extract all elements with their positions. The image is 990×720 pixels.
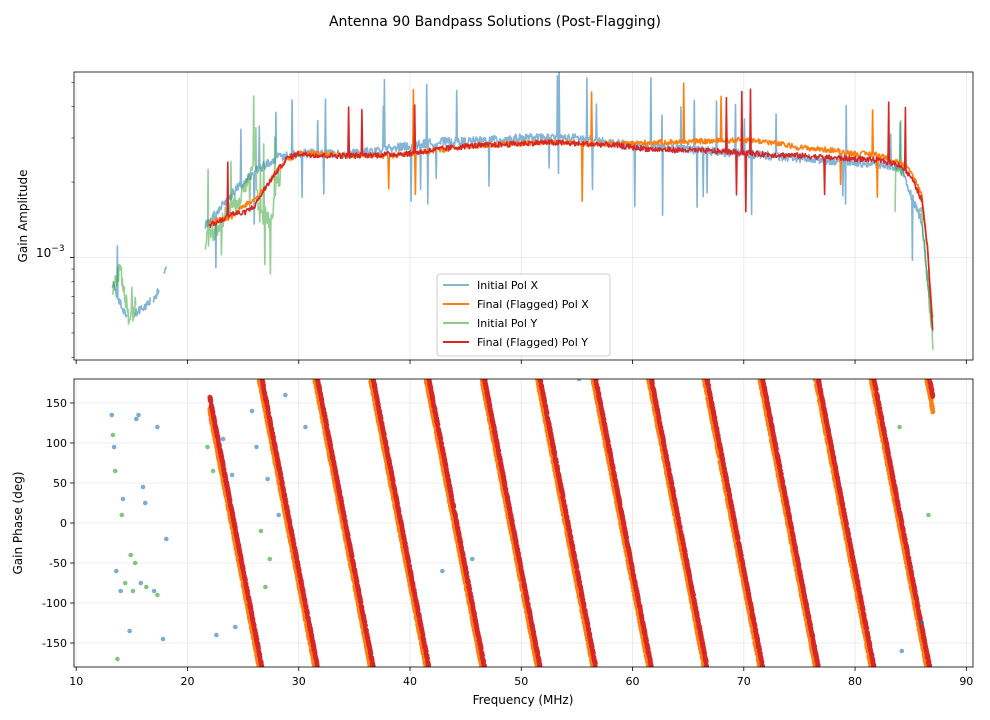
amplitude-ticks: [70, 82, 967, 364]
amplitude-ytick-label: 10−3: [36, 244, 65, 260]
series-line-final-pol-y: [208, 88, 934, 330]
legend-frame: [436, 273, 611, 357]
phase-series: [109, 379, 936, 667]
series-line-initial-pol-x: [134, 297, 151, 317]
figure-title: Antenna 90 Bandpass Solutions (Post-Flag…: [329, 14, 661, 30]
legend-label-final-y: Final (Flagged) Pol Y: [477, 336, 588, 349]
amplitude-axes: Gain Amplitude 10−3 Initial Pol X Final …: [16, 71, 974, 364]
legend-label-final-x: Final (Flagged) Pol X: [477, 298, 589, 311]
legend-label-initial-y: Initial Pol Y: [477, 317, 537, 330]
amplitude-axes-frame: [73, 71, 974, 361]
series-line-initial-pol-x: [152, 288, 160, 303]
series-line-initial-pol-y: [918, 206, 934, 350]
amplitude-ylabel: Gain Amplitude: [16, 170, 30, 263]
series-line-initial-pol-y: [112, 263, 137, 325]
ytick-base: 10: [36, 246, 51, 260]
amplitude-legend: Initial Pol X Final (Flagged) Pol X Init…: [436, 273, 611, 357]
series-line-initial-pol-x: [163, 266, 168, 274]
amplitude-grid: [74, 72, 973, 360]
series-line-initial-pol-x: [204, 72, 934, 332]
legend-label-initial-x: Initial Pol X: [477, 279, 538, 292]
amplitude-series: [111, 72, 934, 350]
ytick-exponent: −3: [51, 244, 64, 254]
series-line-initial-pol-y: [204, 95, 282, 275]
